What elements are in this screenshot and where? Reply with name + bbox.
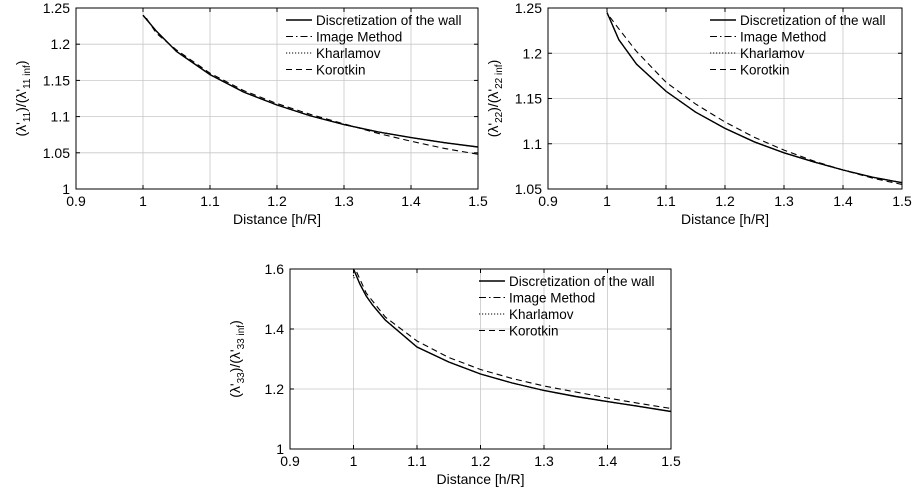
y-label-text: )/(λ' — [13, 89, 29, 112]
x-tick-label: 1.5 — [661, 453, 681, 469]
legend-label: Kharlamov — [316, 46, 381, 61]
x-tick-label: 1.5 — [468, 193, 488, 209]
legend-label: Discretization of the wall — [316, 13, 462, 28]
y-tick-label: 1.1 — [523, 136, 543, 152]
x-tick-label: 0.9 — [66, 193, 86, 209]
y-label-subscript: 33 — [236, 372, 247, 384]
legend-label: Kharlamov — [509, 307, 574, 322]
y-label-text: (λ' — [227, 383, 243, 397]
y-tick-label: 1 — [62, 181, 70, 197]
x-tick-label: 1 — [139, 193, 147, 209]
series-line-image-method — [142, 14, 478, 148]
y-tick-label: 1.1 — [51, 109, 71, 125]
y-tick-label: 1.25 — [515, 0, 542, 16]
y-label-text: ) — [13, 60, 29, 65]
y-tick-label: 1.2 — [51, 36, 71, 52]
y-tick-label: 1.15 — [515, 91, 542, 107]
y-label-text: (λ' — [13, 122, 29, 136]
x-tick-label: 1 — [603, 193, 611, 209]
chart-1: 0.9 1 1.1 1.2 1.3 1.4 1.511.051.11.151.21.25Di… — [13, 0, 488, 227]
legend-label: Image Method — [316, 30, 402, 45]
chart-2: 0.9 1 1.1 1.2 1.3 1.4 1.5 1.05 1.1 1.15 1.2 1.25 Dis… — [485, 0, 912, 227]
x-tick-label: 1.3 — [334, 193, 354, 209]
series-line-kharlamov — [142, 14, 478, 148]
series-line-discretization-of-the-wall — [142, 14, 478, 148]
x-axis-label: Distance [h/R] — [681, 211, 769, 227]
y-label-text: )/(λ' — [485, 89, 501, 112]
x-tick-label: 1.1 — [407, 453, 427, 469]
x-tick-label: 1.3 — [534, 453, 554, 469]
y-axis-label: (λ'11)/(λ'11 inf) — [13, 60, 33, 136]
x-tick-label: 1.4 — [598, 453, 618, 469]
x-tick-label: 1.2 — [267, 193, 287, 209]
legend-label: Korotkin — [740, 63, 790, 78]
legend-label: Discretization of the wall — [509, 274, 655, 289]
series-line-kharlamov — [352, 269, 671, 413]
x-tick-label: 1.4 — [833, 193, 853, 209]
legend-label: Discretization of the wall — [740, 13, 886, 28]
y-axis-label: (λ'33)/(λ'33 inf) — [227, 320, 247, 398]
x-axis-label: Distance [h/R] — [437, 471, 525, 487]
y-tick-label: 1.4 — [265, 321, 285, 337]
legend-label: Korotkin — [316, 63, 366, 78]
y-label-subscript: 22 — [494, 111, 505, 123]
y-label-subscript: 33 inf — [236, 325, 247, 350]
y-label-text: )/(λ' — [227, 349, 243, 372]
legend-label: Kharlamov — [740, 46, 805, 61]
y-tick-label: 1.15 — [43, 72, 70, 88]
y-tick-label: 1.25 — [43, 0, 70, 16]
y-label-text: ) — [227, 320, 243, 325]
legend-label: Image Method — [509, 291, 595, 306]
x-tick-label: 1.2 — [471, 453, 491, 469]
y-tick-label: 1.6 — [265, 261, 285, 277]
y-tick-label: 1.05 — [515, 181, 542, 197]
y-label-subscript: 11 — [22, 111, 33, 122]
series-line-korotkin — [145, 17, 478, 155]
x-tick-label: 0.9 — [280, 453, 300, 469]
x-tick-label: 1.3 — [774, 193, 794, 209]
y-label-text: (λ' — [485, 123, 501, 137]
series-line-korotkin — [609, 16, 902, 186]
x-tick-label: 1 — [350, 453, 358, 469]
y-label-subscript: 11 inf — [22, 65, 33, 89]
y-label-subscript: 22 inf — [494, 64, 505, 89]
legend-label: Image Method — [740, 30, 826, 45]
x-tick-label: 1.2 — [715, 193, 735, 209]
y-tick-label: 1.2 — [523, 45, 543, 61]
y-tick-label: 1.05 — [43, 145, 70, 161]
x-tick-label: 1.1 — [656, 193, 676, 209]
x-tick-label: 0.9 — [538, 193, 558, 209]
y-axis-label: (λ'22)/(λ'22 inf) — [485, 60, 505, 138]
legend-label: Korotkin — [509, 324, 559, 339]
x-axis-label: Distance [h/R] — [233, 211, 321, 227]
x-tick-label: 1.1 — [200, 193, 220, 209]
x-tick-label: 1.4 — [401, 193, 421, 209]
y-tick-label: 1 — [276, 441, 284, 457]
x-tick-label: 1.5 — [892, 193, 912, 209]
y-tick-label: 1.2 — [265, 381, 285, 397]
y-label-text: ) — [485, 60, 501, 65]
